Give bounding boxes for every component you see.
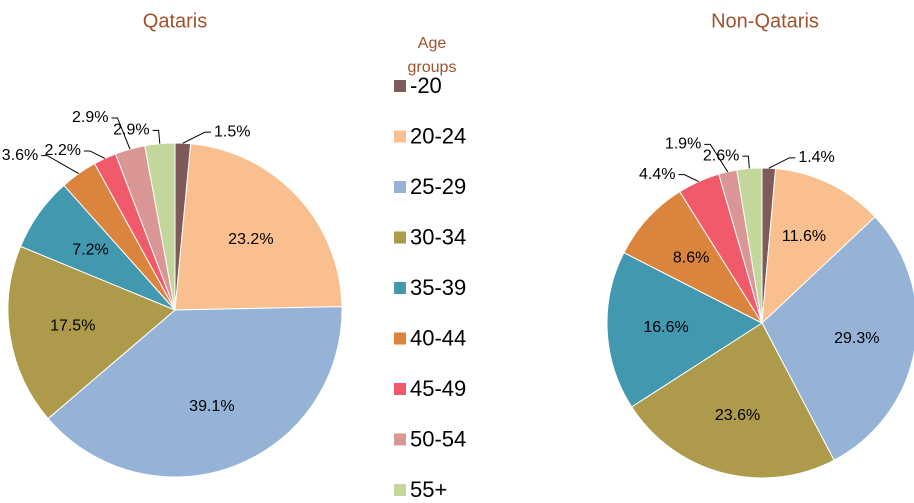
leader-line — [83, 150, 106, 159]
legend-swatch — [394, 130, 406, 143]
leader-line — [152, 129, 161, 144]
legend-swatch — [394, 383, 406, 395]
pie-slice — [761, 168, 876, 325]
data-label: 4.4% — [639, 166, 675, 183]
legend-swatch — [394, 484, 406, 496]
data-label: 8.6% — [673, 249, 709, 266]
pie-slice — [606, 251, 764, 408]
data-label: 2.6% — [703, 147, 739, 164]
legend-label: 55+ — [410, 477, 447, 502]
legend-label: 40-44 — [410, 325, 466, 350]
legend-label: 45-49 — [410, 376, 466, 401]
chart-title: Qataris — [143, 10, 207, 32]
data-label: 1.4% — [798, 149, 834, 166]
pie-slice — [7, 245, 176, 420]
data-label: 1.5% — [214, 123, 250, 140]
leader-line — [704, 143, 729, 173]
leader-line — [41, 155, 79, 175]
leader-line — [678, 174, 699, 182]
pie-slice — [761, 216, 914, 461]
data-label: 23.2% — [228, 231, 273, 248]
leader-line — [768, 157, 796, 169]
legend-swatch — [394, 332, 406, 345]
pie-slice — [736, 167, 763, 324]
legend-swatch — [394, 282, 406, 294]
pie-slice — [623, 190, 764, 325]
data-label: 16.6% — [643, 319, 688, 336]
legend-swatch — [394, 181, 406, 193]
data-label: 7.2% — [72, 241, 108, 258]
legend-label: 30-34 — [410, 224, 466, 249]
data-label: 39.1% — [189, 398, 234, 415]
data-label: 23.6% — [715, 407, 760, 424]
legend-label: 50-54 — [410, 426, 466, 451]
leader-line — [742, 155, 750, 169]
leader-line — [111, 117, 131, 150]
legend-swatch — [394, 231, 406, 244]
legend-title: Age groups — [407, 35, 457, 76]
legend-label: 20-24 — [410, 123, 466, 148]
pie-slice — [630, 322, 835, 479]
legend-label: 35-39 — [410, 275, 466, 300]
data-label: 3.6% — [2, 147, 38, 164]
legend-label: -20 — [410, 73, 442, 98]
data-label: 17.5% — [50, 318, 95, 335]
data-label: 11.6% — [782, 228, 826, 245]
data-label: 2.9% — [72, 109, 108, 126]
chart-title: Non-Qataris — [711, 10, 819, 32]
leader-line — [182, 131, 211, 144]
legend-swatch — [394, 433, 406, 446]
legend-label: 25-29 — [410, 174, 466, 199]
pie-slice — [47, 306, 343, 478]
data-label: 2.2% — [44, 142, 80, 159]
pie-slice — [174, 143, 343, 311]
legend-swatch — [394, 80, 406, 92]
data-label: 1.9% — [665, 136, 701, 153]
data-label: 29.3% — [834, 330, 879, 347]
data-label: 2.9% — [113, 122, 149, 139]
